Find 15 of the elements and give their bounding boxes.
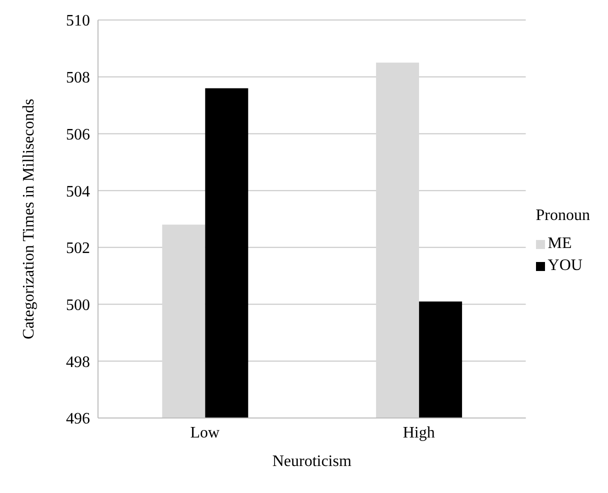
legend-label: YOU <box>548 257 582 275</box>
y-tick-label: 506 <box>66 126 90 144</box>
x-axis-title: Neuroticism <box>272 453 352 470</box>
y-tick-label: 508 <box>66 70 90 87</box>
legend-title: Pronoun <box>536 207 590 225</box>
y-tick-label: 500 <box>66 296 90 314</box>
legend-label: ME <box>548 235 572 253</box>
y-tick-label: 498 <box>66 354 90 371</box>
x-tick-label: High <box>402 424 435 442</box>
y-tick-label: 502 <box>66 240 90 258</box>
y-tick-label: 504 <box>66 183 90 200</box>
y-tick-label: 510 <box>66 12 90 30</box>
x-tick-label: Low <box>190 424 220 442</box>
y-axis-title: Categorization Times in Milliseconds <box>20 98 38 340</box>
y-tick-label: 496 <box>66 410 90 428</box>
